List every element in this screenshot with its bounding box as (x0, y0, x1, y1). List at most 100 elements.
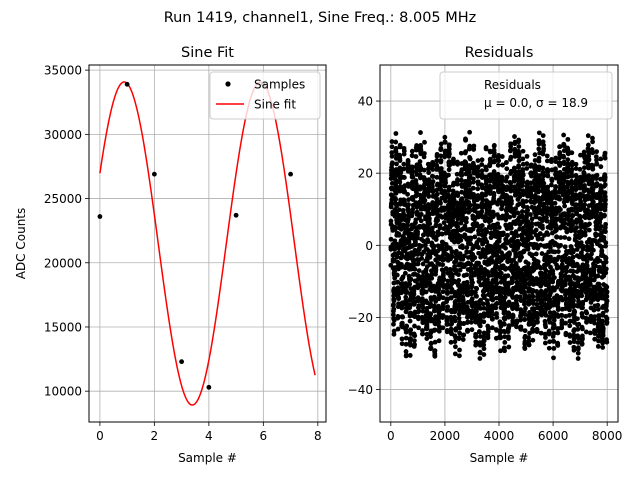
residual-point (586, 150, 592, 156)
residual-point (446, 184, 452, 190)
residual-point (468, 241, 474, 247)
residual-point (483, 176, 489, 182)
y-tick-label: 15000 (44, 320, 82, 334)
residual-point (456, 278, 462, 283)
residual-point (590, 186, 596, 192)
y-tick-label: 0 (365, 239, 373, 253)
residual-point (603, 240, 609, 246)
residual-point (553, 169, 559, 175)
residual-point (501, 321, 507, 327)
residual-point (582, 165, 587, 171)
residual-point (433, 267, 439, 273)
sine-fit-ylabel: ADC Counts (14, 208, 28, 280)
residual-point (583, 271, 589, 277)
residual-point (604, 316, 610, 322)
residual-point (551, 323, 557, 329)
residual-point (571, 302, 576, 307)
residual-point (590, 199, 596, 205)
residual-point (553, 159, 559, 165)
residual-point (393, 197, 399, 202)
residual-point (590, 163, 596, 169)
residual-point (565, 161, 571, 167)
residual-point (477, 356, 483, 361)
residual-point (554, 234, 560, 240)
residual-point (600, 333, 606, 338)
residual-point (563, 330, 569, 336)
residual-point (425, 272, 430, 278)
residual-point (462, 253, 467, 259)
residual-point (535, 245, 541, 251)
residual-point (490, 297, 496, 303)
residual-point (479, 172, 485, 178)
residual-point (483, 146, 489, 152)
residual-point (469, 327, 475, 333)
residual-point (598, 156, 604, 162)
sample-point (179, 359, 185, 365)
residual-point (493, 260, 499, 266)
residual-point (509, 198, 514, 204)
residual-point (444, 307, 450, 313)
residual-point (493, 335, 499, 341)
residual-point (541, 180, 547, 186)
residual-point (390, 312, 396, 318)
residual-point (575, 316, 580, 322)
residual-point (478, 297, 484, 303)
residual-point (491, 150, 497, 156)
residual-point (533, 214, 539, 220)
residual-point (526, 301, 532, 307)
residual-point (444, 328, 450, 333)
residual-point (405, 162, 411, 167)
residual-point (393, 146, 399, 151)
residual-point (593, 263, 599, 269)
residual-point (545, 167, 551, 173)
residual-point (558, 235, 564, 240)
x-tick-label: 8 (314, 429, 322, 443)
residual-point (432, 306, 438, 312)
residual-point (424, 258, 430, 264)
residual-point (436, 328, 442, 334)
residual-point (452, 264, 457, 270)
residual-point (477, 342, 483, 348)
residual-point (423, 289, 429, 295)
residual-point (450, 188, 456, 194)
residual-point (447, 162, 452, 168)
residual-point (526, 320, 532, 326)
residual-point (412, 266, 418, 272)
residual-point (595, 306, 601, 312)
residual-point (549, 182, 554, 188)
residual-point (401, 161, 407, 167)
residual-point (412, 323, 417, 329)
residual-point (452, 351, 458, 357)
residual-point (586, 227, 592, 233)
residual-point (594, 181, 600, 186)
residual-point (408, 276, 414, 282)
residual-point (415, 210, 420, 216)
residual-point (433, 222, 439, 228)
residual-point (397, 158, 403, 164)
residual-point (561, 154, 567, 160)
residual-point (510, 319, 516, 325)
residuals-legend-box (439, 71, 613, 120)
residual-point (408, 327, 414, 333)
residual-point (437, 223, 443, 228)
residual-point (504, 174, 510, 180)
residual-point (467, 143, 473, 149)
residual-point (449, 254, 455, 259)
residual-point (580, 336, 585, 342)
residual-point (540, 165, 546, 171)
residual-point (540, 133, 546, 139)
residual-point (520, 148, 526, 154)
residual-point (426, 170, 432, 176)
residual-point (508, 154, 514, 160)
residual-point (530, 288, 536, 293)
residual-point (594, 172, 600, 178)
residual-point (451, 156, 456, 162)
residual-point (567, 323, 573, 329)
residual-point (438, 158, 444, 163)
residual-point (417, 159, 423, 164)
residual-point (584, 258, 590, 264)
residual-point (443, 180, 449, 186)
residual-point (604, 293, 610, 299)
residual-point (549, 157, 554, 162)
residual-point (477, 349, 483, 355)
